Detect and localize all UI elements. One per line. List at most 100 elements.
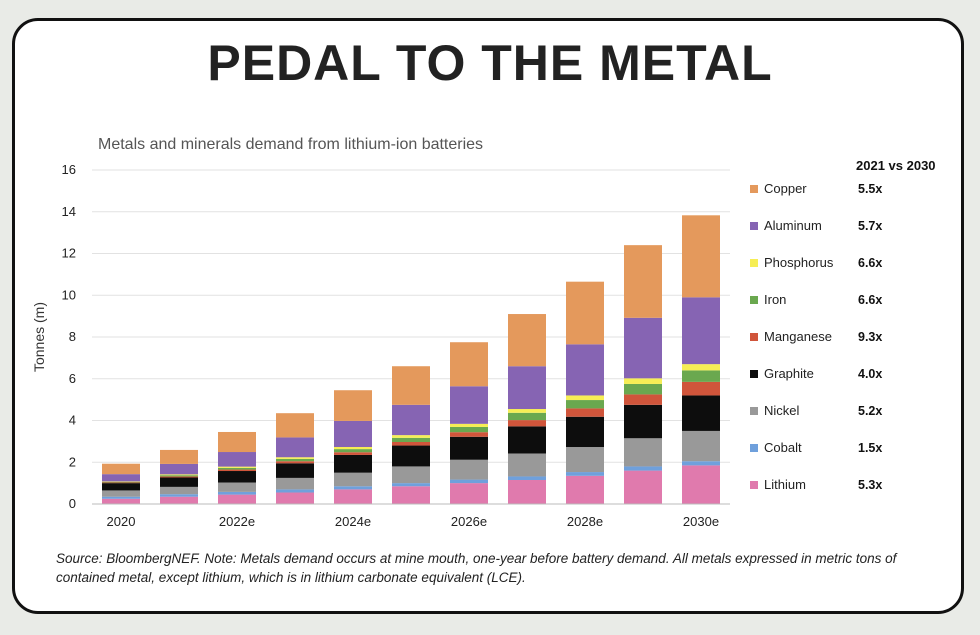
bar-segment-iron (160, 475, 198, 477)
bar-segment-manganese (160, 476, 198, 478)
bar-segment-cobalt (102, 496, 140, 499)
bar-segment-manganese (276, 461, 314, 464)
legend-swatch-aluminum (750, 222, 758, 230)
bar-segment-cobalt (334, 486, 372, 490)
bar-segment-graphite (334, 454, 372, 473)
bar-segment-cobalt (276, 489, 314, 493)
bar-segment-nickel (102, 490, 140, 497)
bar-segment-nickel (624, 438, 662, 467)
bar-segment-lithium (682, 465, 720, 504)
bar-segment-nickel (334, 472, 372, 487)
legend-multiplier-lithium: 5.3x (858, 478, 882, 492)
legend-swatch-lithium (750, 481, 758, 489)
legend-label-manganese: Manganese (764, 329, 832, 344)
bar-segment-phosphorus (682, 364, 720, 371)
bar-segment-copper (160, 449, 198, 464)
bar-segment-phosphorus (334, 447, 372, 450)
bar-segment-aluminum (276, 437, 314, 458)
chart-card (12, 18, 964, 614)
bar-segment-graphite (218, 471, 256, 483)
bar-segment-iron (566, 400, 604, 409)
bar-segment-iron (334, 449, 372, 453)
bar-segment-lithium (624, 470, 662, 504)
legend-multiplier-manganese: 9.3x (858, 330, 882, 344)
legend-label-cobalt: Cobalt (764, 440, 802, 455)
multiplier-header: 2021 vs 2030 (856, 158, 936, 173)
legend-label-phosphorus: Phosphorus (764, 255, 834, 270)
bar-segment-graphite (624, 404, 662, 439)
bar-segment-aluminum (102, 474, 140, 482)
bar-segment-copper (682, 215, 720, 298)
axes: 0 2 4 6 8 10 12 14 16 Tonnes (m) 2020 2022e 2024e 202… (31, 162, 730, 529)
bar-segment-cobalt (392, 483, 430, 487)
bar-segment-iron (218, 467, 256, 470)
legend-swatch-copper (750, 185, 758, 193)
chart-title: Metals and minerals demand from lithium-… (98, 136, 484, 153)
legend-multiplier-phosphorus: 6.6x (858, 256, 882, 270)
bar-segment-iron (102, 481, 140, 483)
y-tick-label: 16 (62, 162, 76, 177)
y-axis-label: Tonnes (m) (31, 302, 47, 372)
legend-label-lithium: Lithium (764, 477, 806, 492)
legend-swatch-nickel (750, 407, 758, 415)
bar-segment-nickel (508, 453, 546, 477)
bar-segment-lithium (450, 483, 488, 504)
x-tick-label: 2024e (335, 514, 371, 529)
bar-segment-cobalt (450, 479, 488, 484)
x-tick-label: 2026e (451, 514, 487, 529)
bar-segment-graphite (276, 463, 314, 478)
bar-segment-manganese (392, 442, 430, 446)
bar-segment-phosphorus (160, 474, 198, 476)
legend-multiplier-graphite: 4.0x (858, 367, 882, 381)
x-tick-label: 2028e (567, 514, 603, 529)
bar-segment-lithium (508, 479, 546, 504)
bar-segment-cobalt (160, 494, 198, 497)
bar-segment-manganese (682, 381, 720, 396)
y-tick-label: 14 (62, 204, 76, 219)
y-tick-label: 2 (69, 454, 76, 469)
y-tick-label: 4 (69, 413, 76, 428)
bar-segment-copper (102, 463, 140, 475)
bar-segment-aluminum (624, 317, 662, 379)
bar-segment-nickel (682, 430, 720, 462)
bar-segment-iron (624, 383, 662, 395)
bar-segment-manganese (450, 432, 488, 437)
bar-segment-nickel (566, 447, 604, 473)
y-tick-label: 10 (62, 287, 76, 302)
x-tick-label: 2030e (683, 514, 719, 529)
y-tick-label: 0 (69, 496, 76, 511)
bar-segment-copper (624, 245, 662, 318)
bar-segment-graphite (160, 477, 198, 487)
bar-segment-iron (682, 370, 720, 382)
bar-segment-lithium (160, 496, 198, 504)
bar-segment-lithium (276, 492, 314, 504)
bars (102, 215, 720, 504)
bar-segment-copper (450, 342, 488, 387)
bar-segment-phosphorus (566, 395, 604, 401)
bar-segment-aluminum (160, 463, 198, 475)
bar-segment-manganese (624, 394, 662, 405)
bar-segment-manganese (508, 420, 546, 427)
bar-segment-manganese (102, 482, 140, 484)
bar-segment-graphite (102, 483, 140, 491)
y-tick-label: 12 (62, 246, 76, 261)
bar-segment-graphite (450, 436, 488, 460)
x-tick-label: 2022e (219, 514, 255, 529)
bar-segment-aluminum (218, 452, 256, 467)
bar-segment-lithium (218, 494, 256, 504)
bar-segment-phosphorus (450, 423, 488, 427)
bar-segment-cobalt (566, 472, 604, 476)
bar-segment-cobalt (508, 476, 546, 480)
bar-segment-nickel (276, 477, 314, 490)
bar-segment-cobalt (682, 461, 720, 466)
bar-segment-copper (334, 390, 372, 421)
legend-label-iron: Iron (764, 292, 786, 307)
bar-segment-iron (450, 426, 488, 433)
bar-segment-cobalt (218, 491, 256, 495)
bar-segment-iron (508, 412, 546, 421)
bar-segment-copper (508, 314, 546, 367)
page-title: PEDAL TO THE METAL (207, 35, 773, 91)
bar-segment-phosphorus (218, 466, 256, 468)
bar-segment-lithium (392, 486, 430, 504)
